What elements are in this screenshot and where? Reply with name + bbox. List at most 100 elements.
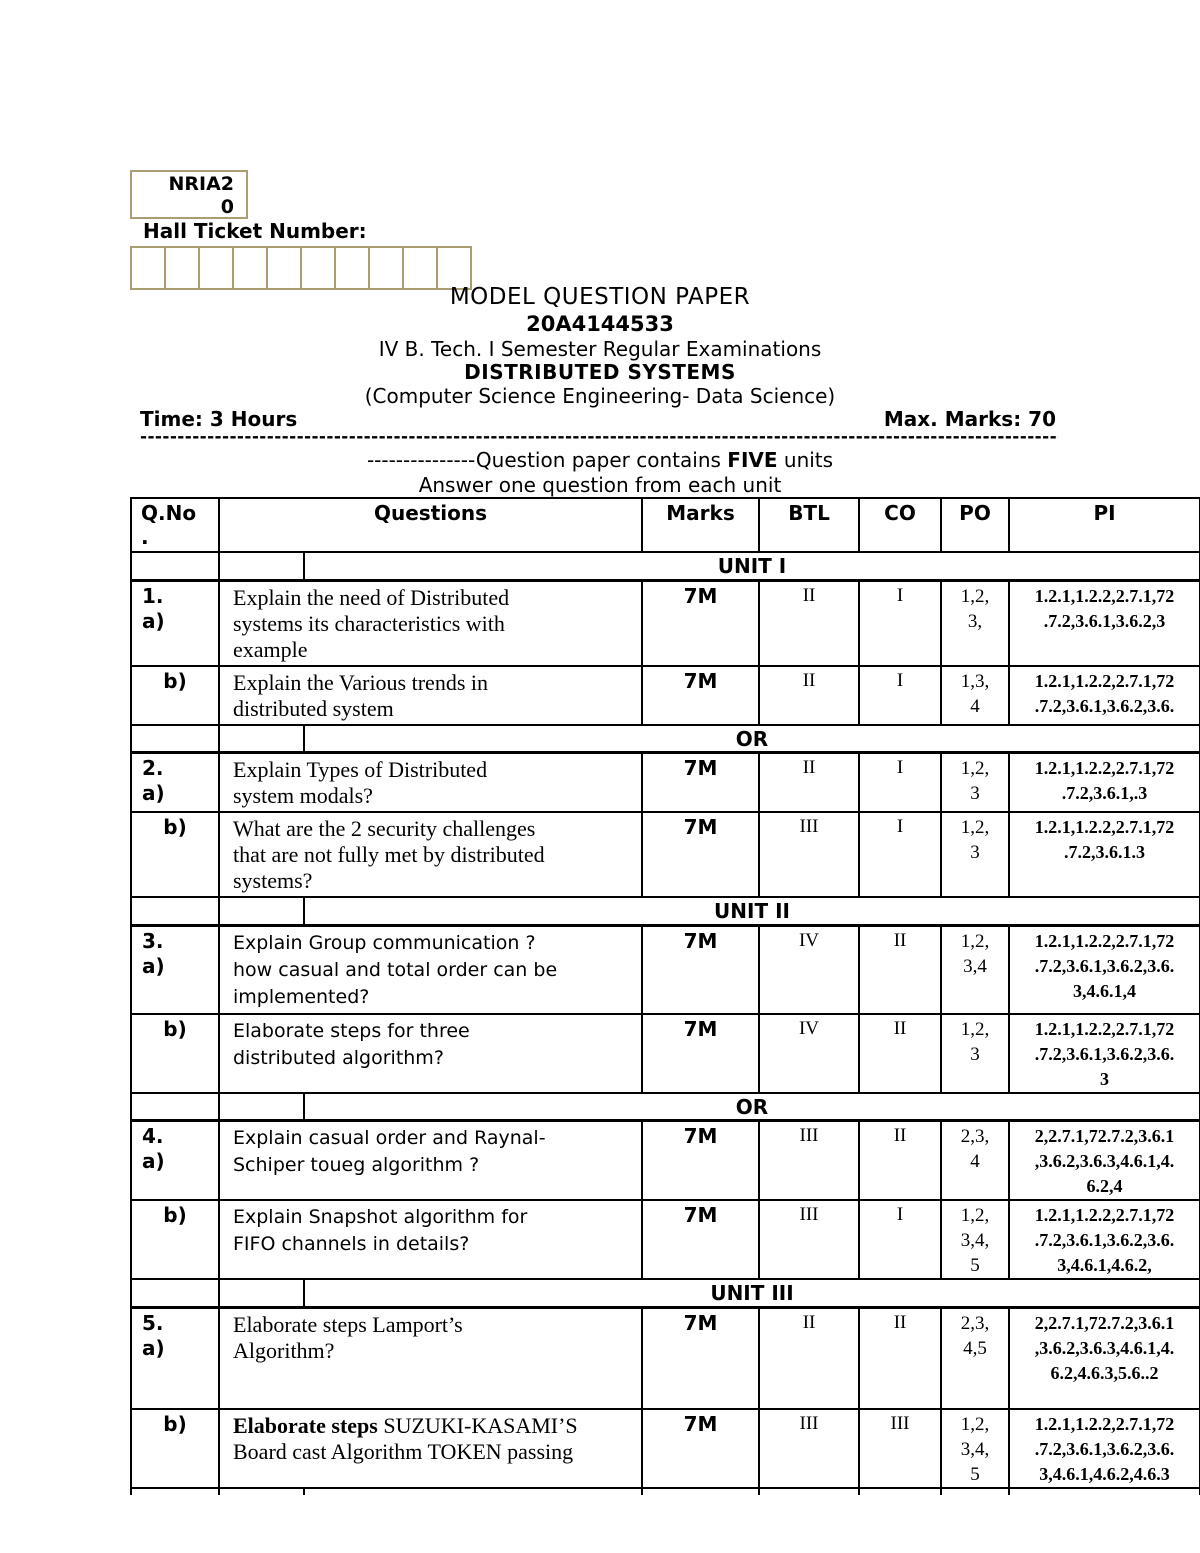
marks-cell: 7M [641,811,761,898]
po-cell: 1,2, 3, [940,578,1011,667]
marks-cell: 7M [641,923,761,1015]
btl-cell: IV [758,923,861,1015]
co-cell: I [858,751,943,813]
co-cell: II [858,1012,943,1094]
btl-cell: III [758,811,861,898]
pi-cell: 1.2.1,1.2.2,2.7.1,72 .7.2,3.6.1,3.6.2,3.… [1008,923,1200,1015]
qno-cell: 5. a) [130,1305,220,1410]
table-bottom-stub [130,1488,1200,1495]
co-cell: II [858,923,943,1015]
stub-cell [130,1488,220,1495]
marks-cell: 7M [641,751,761,813]
pi-cell: 2,2.7.1,72.7.2,3.6.1 ,3.6.2,3.6.3,4.6.1,… [1008,1119,1200,1201]
subject-code: 20A4144533 [526,312,674,336]
column-header-qno: Q.No . [130,497,220,553]
question-bold-prefix: Elaborate steps [233,1413,384,1438]
unit-row: OR [130,1091,1200,1122]
time-allowed: Time: 3 Hours [140,407,298,431]
qno-cell: 3. a) [130,923,220,1015]
stub-cell [302,1488,644,1495]
question-row: b) Explain the Various trends in distribu… [130,664,1200,726]
pi-cell: 1.2.1,1.2.2,2.7.1,72 .7.2,3.6.1,.3 [1008,751,1200,813]
question-cell: Explain Snapshot algorithm for FIFO chan… [217,1199,644,1280]
qno-cell: 2. a) [130,751,220,813]
btl-cell: II [758,1305,861,1410]
po-cell: 1,2, 3 [940,811,1011,898]
unit-row: UNIT I [130,551,1200,581]
unit-row: UNIT II [130,896,1200,926]
max-marks: Max. Marks: 70 [883,407,1056,431]
subject-name: DISTRIBUTED SYSTEMS [464,360,736,384]
po-cell: 1,2, 3,4, 5 [940,1199,1011,1280]
stub-cell [641,1488,761,1495]
stub-cell [1008,1488,1200,1495]
column-header-co: CO [858,497,943,553]
unit-row-qno-cell [130,723,220,754]
column-header-questions: Questions [217,497,644,553]
btl-cell: IV [758,1012,861,1094]
pi-cell: 1.2.1,1.2.2,2.7.1,72 .7.2,3.6.1,3.6.2,3.… [1008,664,1200,726]
pi-cell: 1.2.1,1.2.2,2.7.1,72 .7.2,3.6.1,3.6.2,3.… [1008,1012,1200,1094]
co-cell: III [858,1408,943,1489]
po-cell: 1,2, 3,4, 5 [940,1408,1011,1489]
po-cell: 1,2, 3 [940,1012,1011,1094]
question-text: Elaborate steps Lamport’s Algorithm? [233,1311,463,1363]
co-cell: I [858,664,943,726]
question-text: Explain Group communication ? how casual… [233,931,558,1008]
unit-label: UNIT I [302,551,1200,581]
btl-cell: II [758,578,861,667]
stub-cell [858,1488,943,1495]
question-row: b) What are the 2 security challenges tha… [130,811,1200,898]
pi-cell: 2,2.7.1,72.7.2,3.6.1 ,3.6.2,3.6.3,4.6.1,… [1008,1305,1200,1410]
marks-cell: 7M [641,1305,761,1410]
pi-cell: 1.2.1,1.2.2,2.7.1,72 .7.2,3.6.1.3 [1008,811,1200,898]
question-cell: Elaborate steps Lamport’s Algorithm? [217,1305,644,1410]
marks-cell: 7M [641,1199,761,1280]
qno-cell: b) [130,1408,220,1489]
question-text: SUZUKI-KASAMI’S Board cast Algorithm TOK… [233,1413,578,1464]
unit-row-stub-cell [218,723,305,754]
question-cell: Explain the Various trends in distribute… [217,664,644,726]
question-cell: What are the 2 security challenges that … [217,811,644,898]
po-cell: 2,3, 4 [940,1119,1011,1201]
unit-label: UNIT II [302,896,1200,926]
question-row: 3. a) Explain Group communication ? how c… [130,923,1200,1015]
marks-cell: 7M [641,1119,761,1201]
question-row: 2. a) Explain Types of Distributed syste… [130,751,1200,813]
units-note-suffix: units [777,448,834,472]
unit-row-qno-cell [130,551,220,581]
qno-cell: 1. a) [130,578,220,667]
question-cell: Explain Group communication ? how casual… [217,923,644,1015]
qno-cell: b) [130,1012,220,1094]
paper-code-box: NRIA2 0 [130,170,248,219]
stub-cell [218,1488,305,1495]
answer-note: Answer one question from each unit [418,473,782,497]
unit-label: UNIT III [302,1278,1200,1308]
question-row: b) Elaborate steps for three distributed … [130,1012,1200,1094]
pi-cell: 1.2.1,1.2.2,2.7.1,72 .7.2,3.6.1,3.6.2,3.… [1008,1199,1200,1280]
co-cell: II [858,1119,943,1201]
question-text: Explain the Various trends in distribute… [233,669,488,721]
pi-cell: 1.2.1,1.2.2,2.7.1,72 .7.2,3.6.1,3.6.2,3.… [1008,1408,1200,1489]
stub-cell [758,1488,861,1495]
question-cell: Elaborate steps SUZUKI-KASAMI’S Board ca… [217,1408,644,1489]
question-row: b) Explain Snapshot algorithm for FIFO ch… [130,1199,1200,1280]
qno-cell: 4. a) [130,1119,220,1201]
co-cell: I [858,578,943,667]
column-header-po: PO [940,497,1011,553]
marks-cell: 7M [641,664,761,726]
units-note-emphasis: FIVE [727,448,778,472]
qno-cell: b) [130,664,220,726]
unit-row-qno-cell [130,1091,220,1122]
time-marks-row: Time: 3 Hours Max. Marks: 70 [140,407,1056,431]
question-row: 1. a) Explain the need of Distributed sys… [130,578,1200,667]
column-header-btl: BTL [758,497,861,553]
units-note-prefix: ---------------Question paper contains [366,448,728,472]
column-header-marks: Marks [641,497,761,553]
stub-cell [940,1488,1011,1495]
unit-label: OR [302,723,1200,754]
co-cell: I [858,811,943,898]
question-text: Elaborate steps for three distributed al… [233,1019,470,1069]
question-text: Explain Types of Distributed system moda… [233,757,488,808]
table-header-row: Q.No . Questions Marks BTL CO PO PI [130,497,1200,553]
